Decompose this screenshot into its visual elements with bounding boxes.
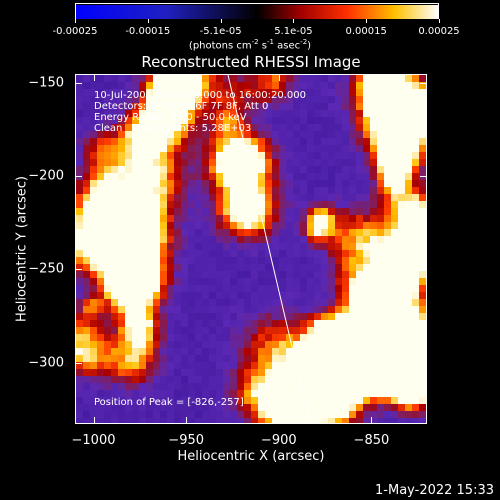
rhessi-image-map xyxy=(76,75,426,423)
y-tick-mark xyxy=(420,176,427,178)
y-tick-label: −150 xyxy=(28,75,64,91)
info-clean-counts: Clean Total counts: 5.28E+03 xyxy=(94,123,252,134)
y-tick-mark xyxy=(420,269,427,271)
image-title: Reconstructed RHESSI Image xyxy=(141,53,361,71)
solar-limb-line xyxy=(227,75,311,423)
rhessi-image-plot xyxy=(75,74,427,424)
y-tick-mark xyxy=(75,83,82,85)
x-tick-mark xyxy=(371,74,373,81)
y-tick-label: −200 xyxy=(28,168,64,184)
x-tick-mark xyxy=(371,417,373,424)
colorbar-tick-mark xyxy=(293,19,295,23)
x-axis-label: Heliocentric X (arcsec) xyxy=(177,449,325,464)
colorbar-tick-mark xyxy=(75,19,76,23)
x-tick-mark xyxy=(186,417,188,424)
colorbar-tick-mark xyxy=(147,19,149,23)
colorbar-tick-label: 5.1e-05 xyxy=(274,26,313,37)
x-tick-label: −850 xyxy=(353,433,390,448)
colorbar-units: (photons cm-2 s-1 asec-2) xyxy=(188,38,312,52)
y-tick-mark xyxy=(420,362,427,364)
plot-date: 1-May-2022 15:33 xyxy=(375,483,494,498)
x-tick-mark xyxy=(278,417,280,424)
colorbar xyxy=(75,3,439,19)
info-time-range: 10-Jul-2004 15:54:20.000 to 16:00:20.000 xyxy=(94,90,306,101)
colorbar-tick-mark xyxy=(366,19,368,23)
x-tick-label: −1000 xyxy=(71,433,116,448)
x-tick-mark xyxy=(278,74,280,81)
y-tick-mark xyxy=(420,83,427,85)
colorbar-tick-mark xyxy=(439,19,440,23)
x-tick-mark xyxy=(93,417,95,424)
colorbar-tick-label: 0.00015 xyxy=(345,26,387,37)
x-tick-mark xyxy=(93,74,95,81)
colorbar-tick-label: -0.00025 xyxy=(52,26,98,37)
y-axis-label: Heliocentric Y (arcsec) xyxy=(14,176,30,322)
info-energy-range: Energy Range: 25.0 - 50.0 keV xyxy=(94,112,247,123)
peak-position: Position of Peak = [-826,-257] xyxy=(94,397,244,408)
colorbar-tick-label: -5.1e-05 xyxy=(199,26,242,37)
y-tick-mark xyxy=(75,176,82,178)
x-tick-label: −950 xyxy=(168,433,205,448)
x-tick-label: −900 xyxy=(260,433,297,448)
info-detectors: Detectors: 3F 4F 5F 6F 7F 8F, Att 0 xyxy=(94,101,269,112)
colorbar-gradient xyxy=(76,5,438,19)
y-tick-mark xyxy=(75,269,82,271)
colorbar-tick-label: -0.00015 xyxy=(125,26,171,37)
y-tick-mark xyxy=(75,362,82,364)
colorbar-tick-mark xyxy=(220,19,222,23)
y-tick-label: −300 xyxy=(28,355,64,371)
colorbar-tick-label: 0.00025 xyxy=(418,26,460,37)
x-tick-mark xyxy=(186,74,188,81)
y-tick-label: −250 xyxy=(28,261,64,277)
